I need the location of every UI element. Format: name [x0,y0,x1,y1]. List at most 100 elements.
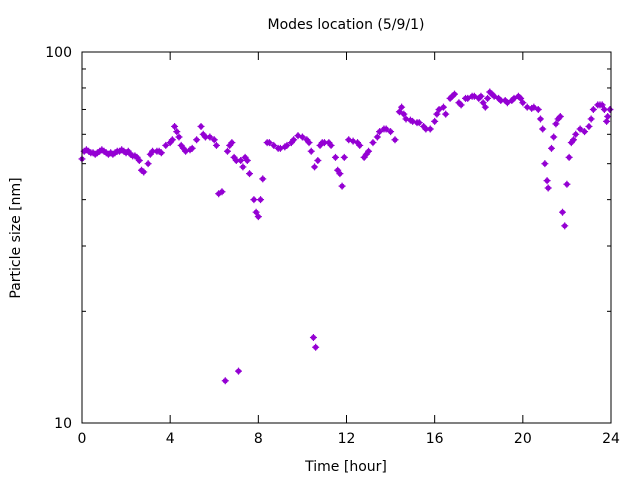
data-point [246,170,254,178]
data-point [338,182,346,190]
data-point [223,147,231,155]
x-tick-label: 20 [514,431,532,447]
data-point [510,94,518,102]
data-point [576,125,584,133]
data-point [210,136,218,144]
data-point [369,139,377,147]
data-point [188,144,196,152]
data-point [530,103,538,111]
data-point [556,113,564,121]
data-point [234,367,242,375]
data-point [221,377,229,385]
data-point [175,133,183,141]
data-point [283,141,291,149]
data-point [237,156,245,164]
data-point [481,103,489,111]
data-point [254,213,262,221]
data-point [149,147,157,155]
x-tick-label: 24 [602,431,620,447]
data-point [431,117,439,125]
data-point [239,163,247,171]
data-point [327,141,335,149]
x-tick-label: 4 [166,431,175,447]
data-point [606,105,614,113]
data-point [544,184,552,192]
x-axis-label: Time [hour] [304,459,387,475]
data-point [457,101,465,109]
data-point [439,103,447,111]
data-point [265,139,273,147]
data-point [391,136,399,144]
x-tick-label: 8 [254,431,263,447]
data-point [212,141,220,149]
data-point [162,141,170,149]
data-point [519,99,527,107]
data-point [206,133,214,141]
data-point [585,122,593,130]
data-point [464,94,472,102]
chart-title: Modes location (5/9/1) [268,17,425,33]
data-point [534,105,542,113]
plot-border [81,51,612,424]
data-point [382,125,390,133]
data-point [373,133,381,141]
data-point [604,113,612,121]
data-point [477,92,485,100]
data-point [243,156,251,164]
data-point [340,153,348,161]
data-point [435,105,443,113]
data-point [290,136,298,144]
data-point [559,208,567,216]
data-point [589,105,597,113]
data-point [193,136,201,144]
data-point [479,99,487,107]
data-point [563,180,571,188]
data-point [309,334,317,342]
data-point [228,139,236,147]
data-point [536,115,544,123]
data-point [490,92,498,100]
x-tick-label: 12 [338,431,356,447]
data-point [541,160,549,168]
data-point [415,119,423,127]
data-point [426,125,434,133]
data-point [442,110,450,118]
data-point [157,149,165,157]
data-point [376,128,384,136]
data-point [168,136,176,144]
data-point [603,117,611,125]
data-point [144,160,152,168]
data-point [311,163,319,171]
data-point [173,128,181,136]
data-point [298,133,306,141]
data-point [517,94,525,102]
data-point [140,168,148,176]
data-point [307,147,315,155]
data-point [543,177,551,185]
data-point [395,108,403,116]
data-point [570,136,578,144]
data-point [598,101,606,109]
data-point [250,196,258,204]
data-point [539,125,547,133]
data-point [336,170,344,178]
data-point [312,343,320,351]
data-point [252,208,260,216]
data-point [433,110,441,118]
y-tick-label: 100 [45,45,72,61]
data-point [470,92,478,100]
data-point [484,94,492,102]
data-point [135,156,143,164]
data-point [565,153,573,161]
data-point [503,99,511,107]
data-point [561,222,569,230]
x-tick-label: 16 [426,431,444,447]
data-point [552,120,560,128]
data-point [550,133,558,141]
data-point [314,156,322,164]
data-point [581,128,589,136]
data-point [171,122,179,130]
data-point [259,175,267,183]
data-point [331,153,339,161]
